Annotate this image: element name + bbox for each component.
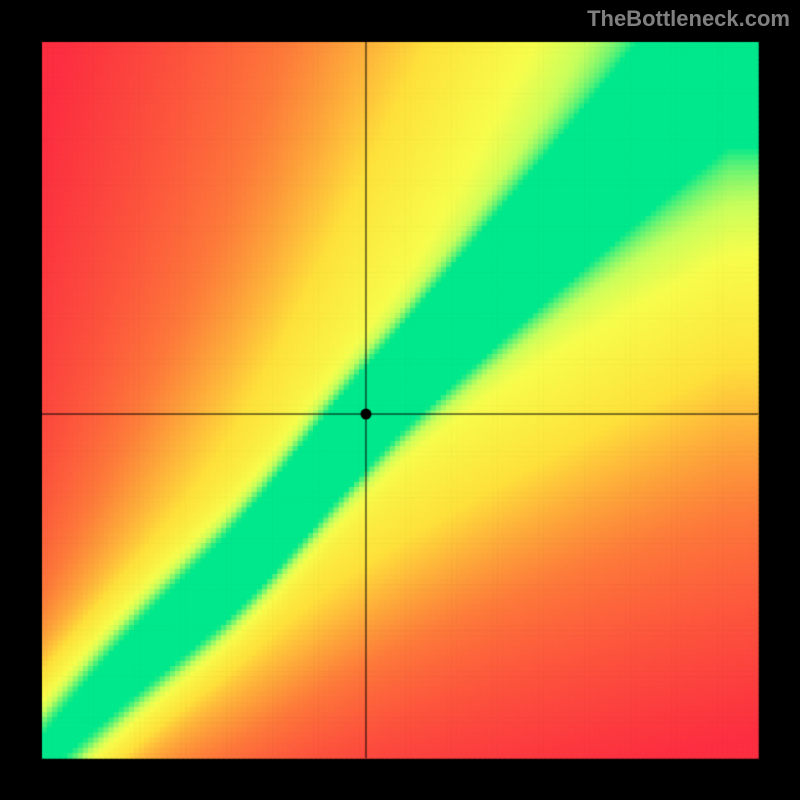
watermark-text: TheBottleneck.com bbox=[587, 6, 790, 32]
bottleneck-heatmap bbox=[0, 0, 800, 800]
chart-container: TheBottleneck.com bbox=[0, 0, 800, 800]
